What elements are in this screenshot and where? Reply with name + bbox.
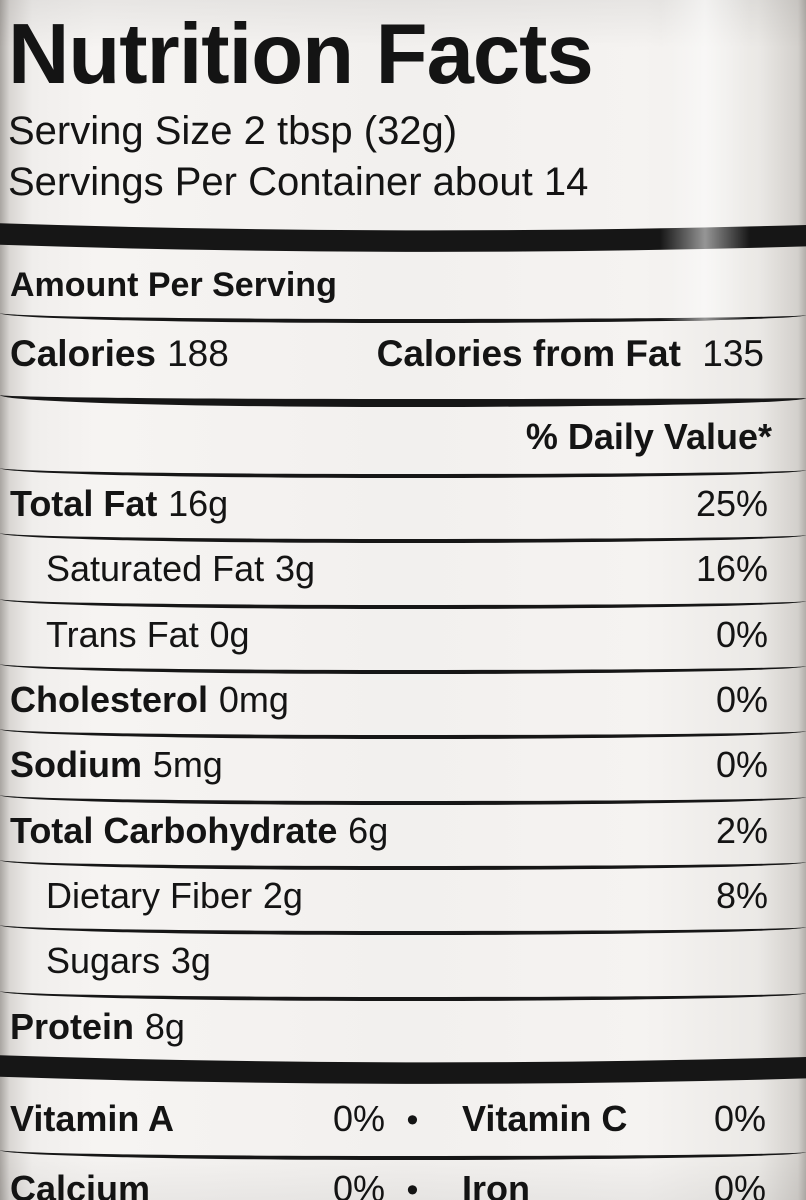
nutrient-amount: 2g <box>262 874 303 916</box>
separator <box>0 1147 806 1161</box>
nutrient-name: Protein <box>10 1005 135 1047</box>
thick-separator-top <box>0 222 806 252</box>
micronutrient-row-minerals: Calcium 0% • Iron 0% <box>0 1160 806 1200</box>
separator <box>0 530 806 544</box>
nutrient-amount: 3g <box>170 940 211 982</box>
micronutrient-name: Calcium <box>10 1168 151 1200</box>
nutrient-amount: 8g <box>144 1005 185 1047</box>
micronutrient-value: 0% <box>713 1097 766 1139</box>
nutrient-daily-value: 0% <box>715 679 768 721</box>
calories-from-fat: Calories from Fat 135 <box>377 333 764 374</box>
nutrient-amount: 5mg <box>152 744 223 786</box>
micronutrient-name: Vitamin C <box>462 1097 628 1139</box>
separator <box>0 465 806 479</box>
nutrient-name: Cholesterol <box>10 679 209 721</box>
nutrient-row-total-fat: Total Fat 16g 25% <box>0 478 806 529</box>
nutrient-amount: 3g <box>274 548 315 590</box>
nutrient-amount: 0g <box>209 613 250 655</box>
separator <box>0 726 806 740</box>
daily-value-header: % Daily Value* <box>525 415 772 457</box>
separator <box>0 661 806 675</box>
micronutrient-value: 0% <box>713 1168 766 1200</box>
servings-per-container-line: Servings Per Container about 14 <box>8 159 589 204</box>
nutrient-name: Sodium <box>10 744 142 786</box>
calories-row: Calories 188 Calories from Fat 135 <box>0 323 806 384</box>
nutrient-amount: 6g <box>348 809 389 851</box>
nutrient-row-dietary-fiber: Dietary Fiber 2g 8% <box>0 870 806 921</box>
amount-per-serving-heading: Amount Per Serving <box>10 265 337 304</box>
nutrient-daily-value: 0% <box>715 744 768 786</box>
nutrient-name: Sugars <box>46 940 161 982</box>
separator <box>0 792 806 805</box>
separator <box>0 857 806 870</box>
separator <box>0 988 806 1001</box>
separator-medium <box>0 386 806 407</box>
nutrient-name: Total Carbohydrate <box>10 809 338 851</box>
micronutrient-name: Iron <box>462 1168 530 1200</box>
nutrient-row-trans-fat: Trans Fat 0g 0% <box>0 609 806 660</box>
micronutrient-row-vitamins: Vitamin A 0% • Vitamin C 0% <box>0 1090 806 1146</box>
nutrient-row-total-carbohydrate: Total Carbohydrate 6g 2% <box>0 805 806 856</box>
separator <box>0 310 806 324</box>
nutrient-amount: 0mg <box>218 679 289 721</box>
separator <box>0 922 806 936</box>
nutrient-row-sodium: Sodium 5mg 0% <box>0 739 806 790</box>
calories-label: Calories <box>10 333 157 375</box>
nutrient-daily-value: 2% <box>715 809 768 851</box>
micronutrient-value: 0% <box>332 1168 385 1200</box>
calories-value: 188 <box>167 333 229 375</box>
nutrient-name: Saturated Fat <box>46 548 265 590</box>
nutrient-row-cholesterol: Cholesterol 0mg 0% <box>0 674 806 725</box>
nutrient-daily-value: 25% <box>695 483 768 525</box>
nutrient-name: Dietary Fiber <box>46 874 253 916</box>
nutrient-name: Total Fat <box>10 483 158 525</box>
nutrient-daily-value: 0% <box>715 613 768 655</box>
nutrient-amount: 16g <box>168 483 229 525</box>
serving-size-line: Serving Size 2 tbsp (32g) <box>8 109 458 154</box>
bullet-separator: • <box>406 1100 419 1139</box>
nutrient-name: Trans Fat <box>46 613 199 655</box>
bullet-separator: • <box>406 1171 419 1200</box>
calories-from-fat-value: 135 <box>702 333 764 375</box>
calories-from-fat-label: Calories from Fat <box>376 333 681 375</box>
micronutrient-value: 0% <box>332 1097 385 1139</box>
thick-separator-bottom <box>0 1055 806 1084</box>
nutrient-daily-value: 16% <box>695 548 768 590</box>
nutrient-daily-value: 8% <box>715 874 768 916</box>
label-title: Nutrition Facts <box>8 7 594 102</box>
micronutrient-name: Vitamin A <box>10 1097 175 1139</box>
nutrient-row-protein: Protein 8g <box>0 1001 806 1052</box>
nutrient-row-saturated-fat: Saturated Fat 3g 16% <box>0 543 806 594</box>
nutrient-row-sugars: Sugars 3g <box>0 935 806 986</box>
separator <box>0 596 806 609</box>
